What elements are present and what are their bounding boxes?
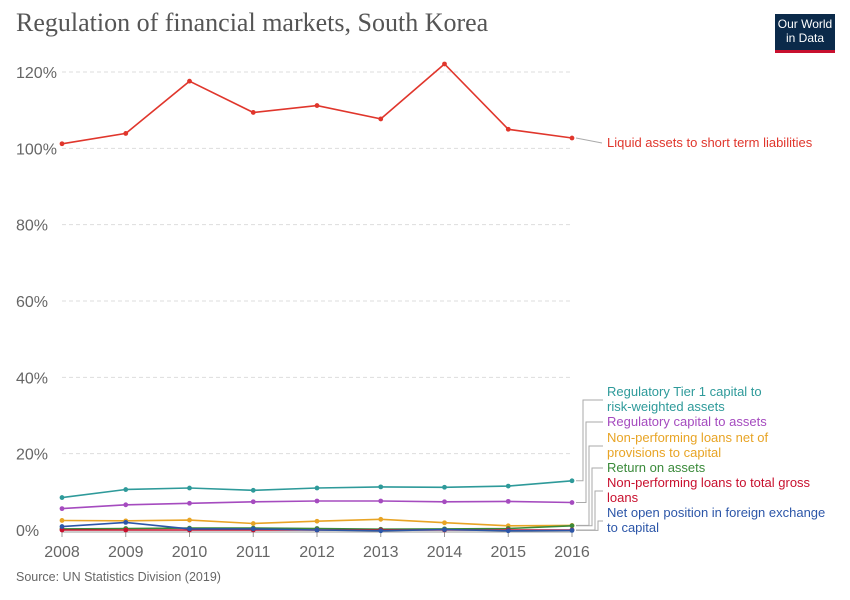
- x-tick-label: 2011: [236, 544, 271, 561]
- data-point[interactable]: [314, 518, 320, 524]
- label-connector: [575, 137, 603, 144]
- data-point[interactable]: [314, 103, 320, 108]
- data-point[interactable]: [569, 527, 575, 533]
- data-point[interactable]: [187, 485, 192, 491]
- data-point[interactable]: [569, 135, 575, 141]
- data-point[interactable]: [187, 78, 192, 84]
- data-point[interactable]: [187, 526, 192, 532]
- series-label[interactable]: Non-performing loans net of provisions to…: [607, 430, 769, 460]
- data-point[interactable]: [569, 523, 575, 529]
- data-point[interactable]: [59, 495, 65, 500]
- data-point[interactable]: [59, 524, 65, 529]
- data-point[interactable]: [123, 131, 129, 136]
- x-tick-label: 2009: [108, 544, 144, 561]
- data-point[interactable]: [378, 484, 384, 490]
- data-point[interactable]: [250, 521, 256, 526]
- data-point[interactable]: [505, 126, 511, 132]
- data-point[interactable]: [378, 116, 384, 122]
- data-point[interactable]: [442, 499, 447, 505]
- data-point[interactable]: [442, 61, 447, 67]
- y-tick-label: 120%: [16, 65, 57, 82]
- data-point[interactable]: [505, 483, 511, 489]
- y-tick-label: 80%: [16, 218, 48, 235]
- series-label[interactable]: Regulatory Tier 1 capital to risk-weighte…: [607, 384, 762, 414]
- y-tick-label: 20%: [16, 447, 48, 464]
- gridlines: [62, 71, 572, 533]
- label-connector: [576, 421, 603, 504]
- data-point[interactable]: [123, 527, 129, 533]
- series-lines: [59, 61, 575, 534]
- y-axis-ticks: 0% 20% 40% 60% 80% 100% 120%: [16, 65, 57, 540]
- data-point[interactable]: [505, 498, 511, 504]
- data-point[interactable]: [569, 478, 575, 484]
- data-point[interactable]: [378, 516, 384, 522]
- data-point[interactable]: [378, 528, 384, 534]
- data-point[interactable]: [314, 527, 320, 533]
- y-tick-label: 40%: [16, 370, 48, 387]
- y-tick-label: 100%: [16, 141, 57, 158]
- x-tick-label: 2010: [172, 544, 208, 561]
- data-point[interactable]: [123, 519, 129, 525]
- series-label[interactable]: Liquid assets to short term liabilities: [607, 135, 813, 150]
- series-label[interactable]: Regulatory capital to assets: [607, 414, 767, 429]
- data-point[interactable]: [378, 498, 384, 504]
- owid-logo[interactable]: Our World in Data: [775, 14, 835, 53]
- data-point[interactable]: [123, 487, 129, 492]
- label-connector: [576, 399, 603, 482]
- data-point[interactable]: [187, 517, 192, 523]
- series-label[interactable]: Net open position in foreign exchange to …: [607, 505, 825, 535]
- data-point[interactable]: [505, 528, 511, 534]
- data-point[interactable]: [123, 502, 129, 508]
- x-tick-label: 2014: [427, 544, 463, 561]
- series-label[interactable]: Non-performing loans to total gross loans: [607, 475, 811, 505]
- data-point[interactable]: [250, 499, 256, 505]
- x-tick-label: 2016: [554, 544, 590, 561]
- data-point[interactable]: [314, 498, 320, 504]
- label-connectors: [575, 137, 603, 531]
- series-labels: Liquid assets to short term liabilities R…: [607, 135, 825, 535]
- logo-line-1: Our World: [777, 17, 833, 31]
- label-connector: [576, 520, 603, 531]
- data-point[interactable]: [59, 141, 65, 147]
- data-point[interactable]: [314, 485, 320, 491]
- data-point[interactable]: [59, 527, 65, 533]
- label-connector: [576, 467, 603, 527]
- source-note: Source: UN Statistics Division (2019): [16, 570, 221, 584]
- x-tick-label: 2012: [299, 544, 335, 561]
- x-axis-ticks: 2008 2009 2010 2011 2012 2013 2014 2015 2016: [44, 532, 590, 561]
- data-point[interactable]: [250, 110, 256, 115]
- data-point[interactable]: [187, 500, 192, 506]
- data-point[interactable]: [569, 500, 575, 505]
- y-tick-label: 60%: [16, 294, 48, 311]
- data-point[interactable]: [442, 527, 447, 533]
- y-tick-label: 0%: [16, 523, 39, 540]
- data-point[interactable]: [250, 487, 256, 493]
- x-tick-label: 2013: [363, 544, 399, 561]
- data-point[interactable]: [250, 526, 256, 532]
- x-tick-label: 2008: [44, 544, 80, 561]
- label-connector: [576, 445, 603, 526]
- data-point[interactable]: [442, 484, 447, 490]
- chart-title: Regulation of financial markets, South K…: [16, 8, 489, 37]
- series-label[interactable]: Return on assets: [607, 460, 706, 475]
- x-tick-label: 2015: [490, 544, 526, 561]
- data-point[interactable]: [59, 518, 65, 523]
- data-point[interactable]: [442, 520, 447, 526]
- logo-line-2: in Data: [785, 31, 825, 45]
- data-point[interactable]: [59, 506, 65, 512]
